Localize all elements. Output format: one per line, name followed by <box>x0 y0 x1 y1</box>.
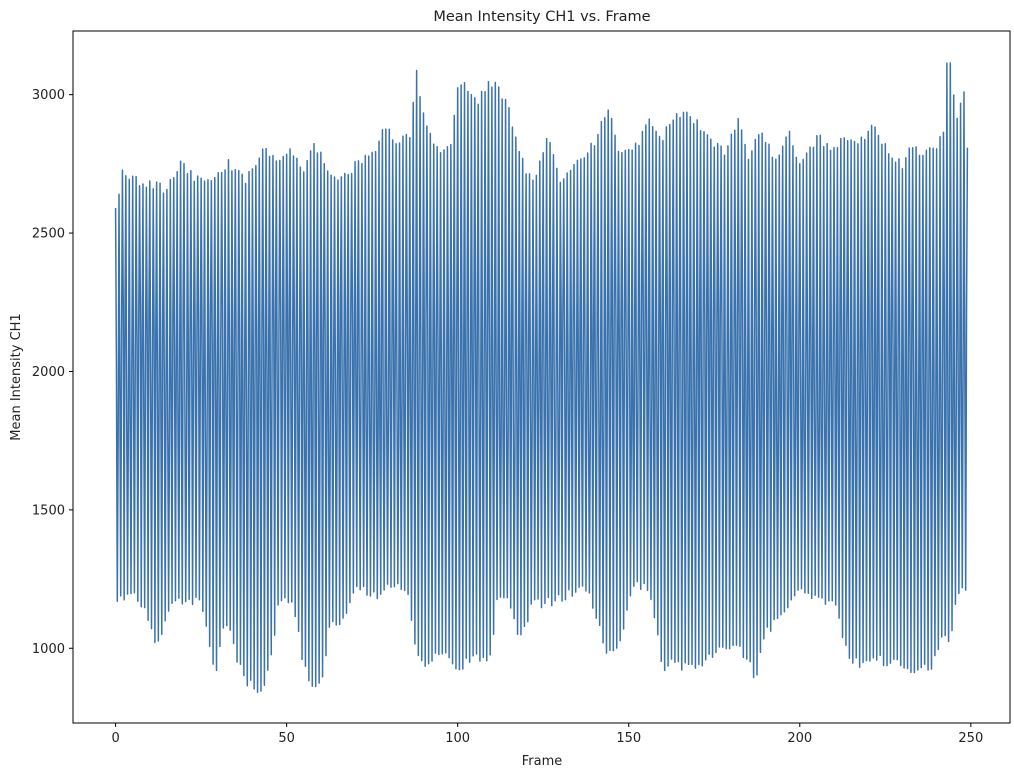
x-tick-label: 150 <box>616 731 641 746</box>
y-tick-label: 2000 <box>32 365 65 380</box>
y-axis: 1000 1500 2000 2500 3000 <box>32 88 73 657</box>
x-tick-label: 200 <box>787 731 812 746</box>
x-tick-label: 50 <box>278 731 295 746</box>
y-tick-label: 1000 <box>32 642 65 657</box>
x-tick-label: 0 <box>111 731 119 746</box>
y-tick-label: 2500 <box>32 227 65 242</box>
chart-title: Mean Intensity CH1 vs. Frame <box>433 9 650 25</box>
x-axis-label: Frame <box>522 754 563 769</box>
y-tick-label: 3000 <box>32 88 65 103</box>
series-line <box>114 62 969 693</box>
x-tick-label: 250 <box>958 731 983 746</box>
y-tick-label: 1500 <box>32 503 65 518</box>
axes-frame <box>72 30 1011 724</box>
y-axis-label: Mean Intensity CH1 <box>9 313 24 440</box>
series-layer <box>114 62 969 693</box>
x-axis: 0 50 100 150 200 250 <box>111 723 983 746</box>
x-tick-label: 100 <box>445 731 470 746</box>
